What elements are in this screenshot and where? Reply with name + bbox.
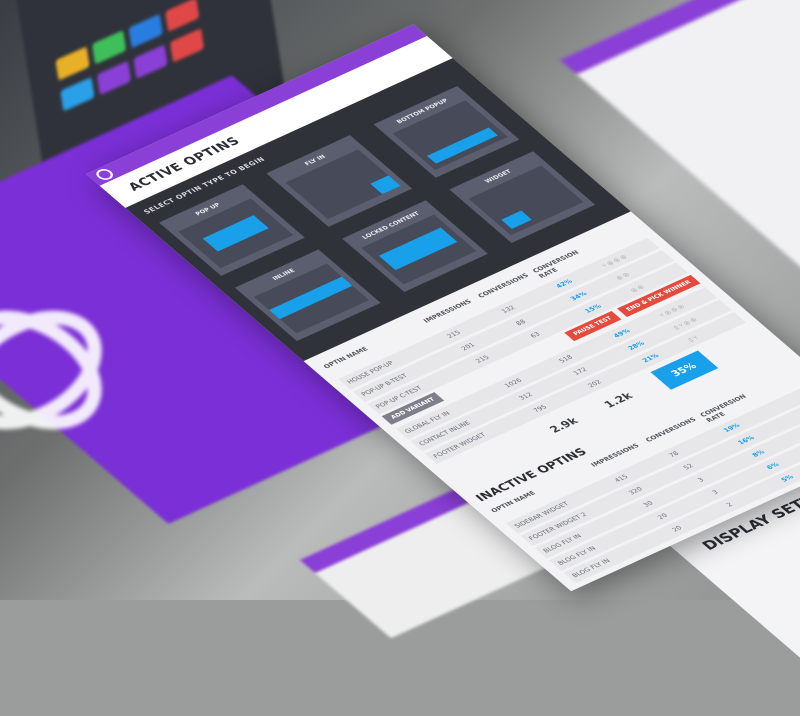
row-action-icons[interactable]: ▯ ⑂ ◎ ◎	[671, 316, 699, 331]
optin-type-widget[interactable]: WIDGET	[449, 151, 596, 243]
optin-type-locked-content[interactable]: LOCKED CONTENT	[342, 200, 488, 293]
logo-icon[interactable]	[92, 166, 117, 182]
brand-logo-icon	[0, 310, 102, 430]
lock-icon	[378, 227, 458, 271]
